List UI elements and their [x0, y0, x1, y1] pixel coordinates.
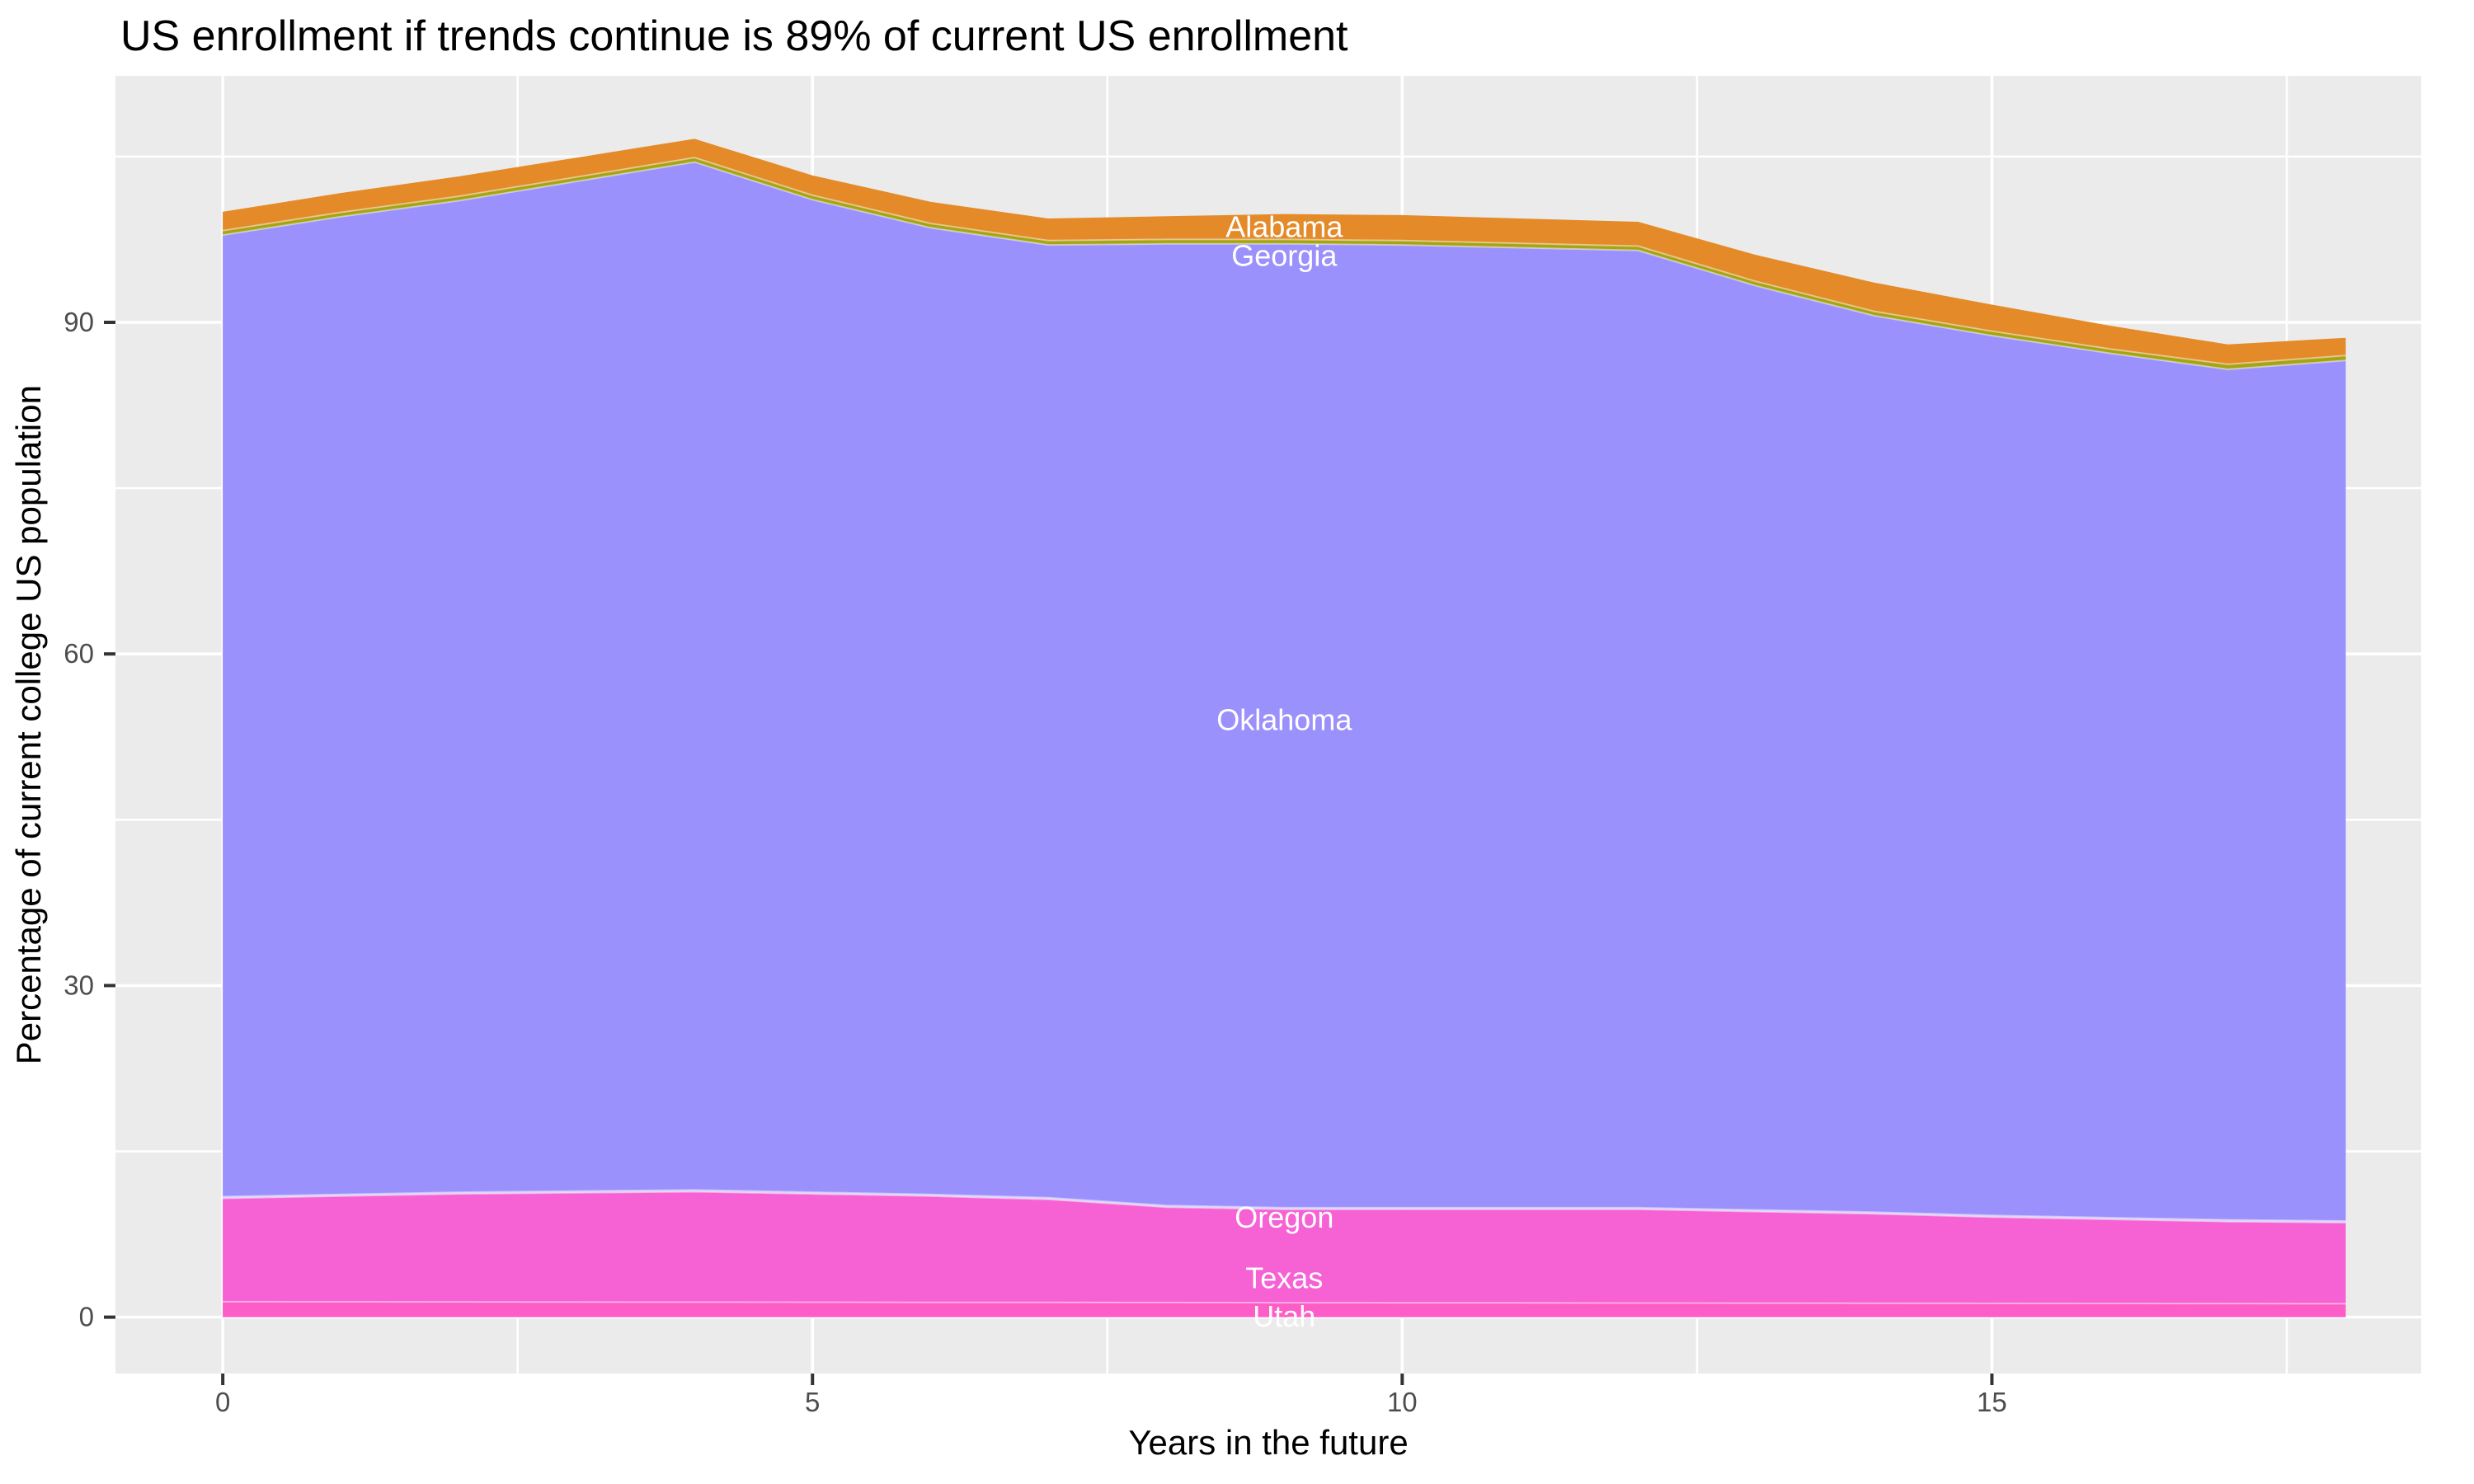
x-tick-label: 10 [1387, 1387, 1418, 1417]
x-axis-title: Years in the future [1128, 1423, 1409, 1462]
area-label-oklahoma: Oklahoma [1216, 703, 1352, 737]
band-seam [223, 1190, 2346, 1223]
y-tick-label: 90 [63, 307, 94, 337]
area-label-georgia: Georgia [1231, 239, 1338, 273]
area-label-utah: Utah [1253, 1299, 1315, 1333]
x-tick-label: 15 [1977, 1387, 2007, 1417]
x-tick-label: 5 [805, 1387, 820, 1417]
y-tick-label: 60 [63, 638, 94, 669]
area-alabama [223, 139, 2346, 364]
area-texas [223, 1191, 2346, 1304]
y-tick-label: 0 [79, 1302, 94, 1332]
area-label-oregon: Oregon [1235, 1200, 1333, 1234]
y-tick-label: 30 [63, 970, 94, 1000]
area-oklahoma [223, 162, 2346, 1222]
band-seam [222, 161, 2346, 371]
y-axis-title: Percentage of current college US populat… [9, 384, 48, 1065]
band-seam [223, 1189, 2346, 1222]
area-label-texas: Texas [1245, 1261, 1323, 1295]
band-seam [222, 157, 2346, 365]
plot-title: US enrollment if trends continue is 89% … [120, 12, 1348, 60]
area-utah [223, 1301, 2346, 1317]
area-oregon [223, 1190, 2346, 1223]
area-label-alabama: Alabama [1225, 210, 1343, 244]
band-seam [223, 1300, 2346, 1305]
x-tick-label: 0 [215, 1387, 230, 1417]
y-axis-title-wrap: Percentage of current college US populat… [5, 76, 53, 1374]
